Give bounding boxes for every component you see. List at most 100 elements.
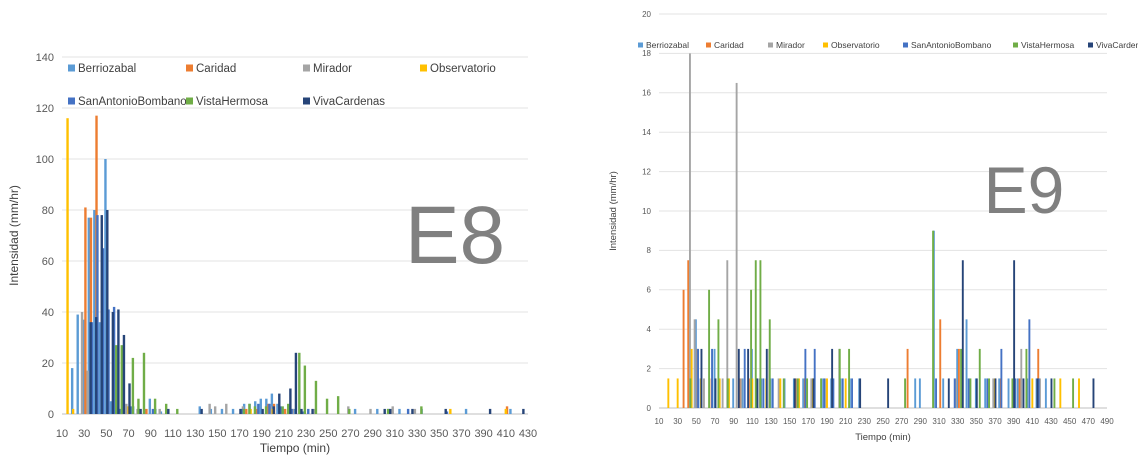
e9-bar-mirador [721,378,724,408]
e8-bar-sanantoniobombano [90,322,94,414]
e9-bar-caridad [939,319,942,408]
e9-bar-mirador [992,378,995,408]
e8-bar-vivacardenas [106,210,109,414]
e9-bar-vistahermosa [848,348,851,408]
e9-bar-berriozabal [984,378,987,408]
e9-x-tick-label: 250 [876,417,890,426]
e8-bar-vivacardenas [239,408,242,414]
e8-bar-vistahermosa [314,380,318,414]
e8-bar-vivacardenas [389,408,392,414]
e8-bar-vistahermosa [242,408,246,414]
e9-legend-swatch [1088,42,1093,48]
e9-bar-vivacardenas [947,378,950,408]
e8-x-tick-label: 270 [341,428,359,440]
e9-bar-observatorio [667,378,670,408]
e9-bar-sanantoniobombano [762,378,765,408]
e8-bar-sanantoniobombano [151,408,155,414]
e8-bar-berriozabal [220,408,224,414]
e9-x-tick-label: 30 [673,417,682,426]
e8-bar-observatorio [249,408,252,414]
e9-bar-berriozabal [998,378,1001,408]
e9-bar-caridad [687,260,690,408]
e9-bar-vistahermosa [838,348,841,408]
e8-bar-vivacardenas [383,408,386,414]
e8-bar-vistahermosa [153,398,157,414]
e9-bar-vistahermosa [978,348,981,408]
e9-bar-sanantoniobombano [1028,319,1031,408]
e8-legend-swatch [68,97,75,105]
e9-bar-observatorio [1031,378,1034,408]
e9-bar-vistahermosa [708,289,711,408]
e8-legend-swatch [303,64,310,72]
e9-bar-vivacardenas [975,378,978,408]
e9-bar-vistahermosa [782,378,785,408]
e9-bar-mirador [1039,378,1041,408]
e8-bar-sanantoniobombano [112,306,116,414]
e9-x-tick-label: 490 [1100,417,1114,426]
e8-bar-berriozabal [82,319,85,414]
e9-bar-mirador [703,378,705,408]
e8-bar-mirador [125,403,128,414]
e9-bar-mirador [689,53,691,409]
e8-bar-berriozabal [70,368,74,414]
e9-bar-vistahermosa [820,378,823,408]
e9-legend-swatch [823,42,828,48]
e8-x-tick-label: 170 [230,428,248,440]
e9-bar-mirador [824,378,827,408]
e9-bar-observatorio [1078,378,1080,408]
e9-bar-vistahermosa [904,378,907,408]
e9-bar-sanantoniobombano [851,378,853,408]
e8-bar-berriozabal [276,403,279,414]
e8-bar-mirador [86,370,89,414]
e8-bar-mirador [80,312,84,414]
e8-bar-vivacardenas [95,317,98,414]
e8-bar-berriozabal [87,217,91,414]
e9-legend-label-vistahermosa: VistaHermosa [1021,40,1074,50]
e9-bar-sanantoniobombano [1000,348,1003,408]
e8-bar-vistahermosa [420,406,423,414]
e9-bar-sanantoniobombano [1014,378,1017,408]
e8-legend-swatch [186,64,193,72]
e8-legend-swatch [68,64,75,72]
e8-bar-mirador [158,408,161,414]
e8-bar-sanantoniobombano [101,248,105,414]
e8-bar-mirador [225,403,228,414]
e9-x-tick-label: 90 [729,417,738,426]
e8-bar-mirador [413,408,417,414]
e9-x-tick-label: 230 [858,417,872,426]
e9-bar-sanantoniobombano [832,378,835,408]
e9-bar-observatorio [751,378,754,408]
e9-x-tick-label: 350 [970,417,984,426]
e8-bar-mirador [208,403,211,414]
e9-x-tick-label: 370 [988,417,1002,426]
e8-x-tick-label: 250 [319,428,337,440]
e9-bar-sanantoniobombano [986,378,989,408]
e8-bar-berriozabal [398,408,401,414]
e9-bar-sanantoniobombano [743,348,746,408]
e9-bar-observatorio [690,348,693,408]
e8-x-tick-label: 30 [78,428,90,440]
e8-bar-vistahermosa [142,352,146,414]
e9-bar-berriozabal [918,378,921,408]
e8-bar-vistahermosa [348,408,351,414]
e8-bar-berriozabal [270,393,274,414]
e8-y-tick-label: 120 [36,103,54,115]
e8-x-tick-label: 310 [386,428,404,440]
e9-bar-vivacardenas [1036,378,1039,408]
e8-bar-vistahermosa [253,406,257,414]
e9-legend-label-sanantoniobombano: SanAntonioBombano [911,40,992,50]
e8-bar-vivacardenas [139,408,142,414]
e9-bar-berriozabal [1007,378,1010,408]
e8-bar-sanantoniobombano [279,406,282,414]
e8-bar-sanantoniobombano [240,408,243,414]
e9-bar-vivacardenas [765,348,768,408]
e8-x-tick-label: 410 [497,428,515,440]
e8-bar-vistahermosa [137,398,140,414]
e8-bar-vistahermosa [336,396,340,414]
e9-bar-vistahermosa [969,378,972,408]
e9-y-tick-label: 8 [647,246,652,255]
e9-x-tick-label: 210 [839,417,853,426]
e8-bar-berriozabal [109,401,113,414]
e8-bar-sanantoniobombano [257,403,260,414]
e9-bar-berriozabal [914,378,917,408]
